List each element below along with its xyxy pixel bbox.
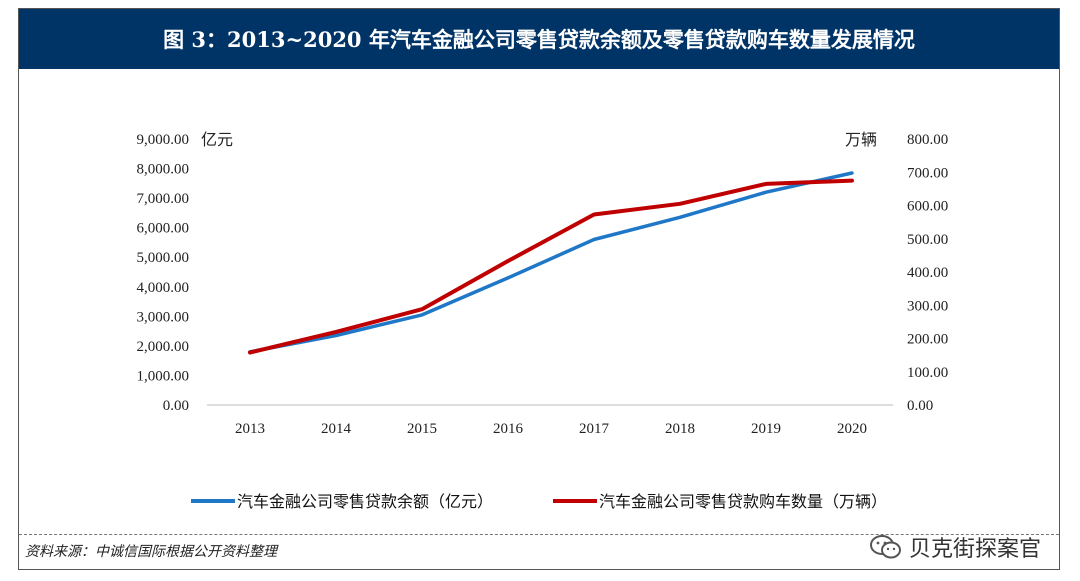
right-tick-label: 0.00	[907, 398, 933, 414]
x-tick-label: 2016	[493, 421, 524, 437]
series-line-vehicles	[248, 178, 854, 355]
x-tick-label: 2015	[407, 421, 437, 437]
watermark: 贝克街探案官	[869, 531, 1041, 563]
x-tick-label: 2017	[579, 421, 610, 437]
left-tick-label: 6,000.00	[137, 221, 190, 237]
right-tick-label: 800.00	[907, 132, 948, 148]
right-axis-unit: 万辆	[845, 130, 877, 149]
left-tick-label: 8,000.00	[137, 162, 190, 178]
right-tick-label: 400.00	[907, 265, 948, 281]
watermark-text: 贝克街探案官	[908, 537, 1041, 562]
x-tick-label: 2013	[235, 421, 265, 437]
right-tick-label: 500.00	[907, 232, 948, 248]
x-tick-label: 2014	[321, 421, 352, 437]
figure-title: 图 3：2013~2020 年汽车金融公司零售贷款余额及零售贷款购车数量发展情况	[19, 9, 1059, 69]
left-tick-label: 7,000.00	[137, 191, 190, 207]
chart-area: 0.00 1,000.00 2,000.00 3,000.00 4,000.00 5,00…	[19, 69, 1059, 539]
x-tick-label: 2020	[837, 421, 867, 437]
left-tick-label: 3,000.00	[137, 309, 190, 325]
left-axis-ticks: 0.00 1,000.00 2,000.00 3,000.00 4,000.00 5,00…	[137, 132, 190, 414]
legend-label-balance: 汽车金融公司零售贷款余额（亿元）	[237, 492, 493, 511]
left-tick-label: 2,000.00	[137, 339, 190, 355]
legend: 汽车金融公司零售贷款余额（亿元） 汽车金融公司零售贷款购车数量（万辆）	[191, 492, 887, 511]
line-chart: 0.00 1,000.00 2,000.00 3,000.00 4,000.00 5,00…	[137, 130, 949, 511]
source-divider	[19, 534, 1059, 535]
left-tick-label: 9,000.00	[137, 132, 190, 148]
right-tick-label: 300.00	[907, 298, 948, 314]
right-tick-label: 100.00	[907, 365, 948, 381]
x-tick-label: 2018	[665, 421, 695, 437]
right-tick-label: 200.00	[907, 332, 948, 348]
legend-label-vehicles: 汽车金融公司零售贷款购车数量（万辆）	[599, 492, 887, 511]
x-axis-ticks: 2013 2014 2015 2016 2017 2018 2019 2020	[235, 421, 867, 437]
left-tick-label: 1,000.00	[137, 368, 190, 384]
source-note: 资料来源：中诚信国际根据公开资料整理	[25, 544, 277, 560]
figure-frame: 图 3：2013~2020 年汽车金融公司零售贷款余额及零售贷款购车数量发展情况…	[18, 8, 1060, 570]
x-tick-label: 2019	[751, 421, 781, 437]
right-tick-label: 600.00	[907, 199, 948, 215]
wechat-icon	[869, 535, 901, 559]
right-tick-label: 700.00	[907, 165, 948, 181]
left-tick-label: 5,000.00	[137, 250, 190, 266]
series-line-balance	[248, 171, 854, 354]
right-axis-ticks: 0.00 100.00 200.00 300.00 400.00 500.00 600.00…	[907, 132, 948, 414]
left-tick-label: 4,000.00	[137, 280, 190, 296]
left-axis-unit: 亿元	[201, 130, 233, 149]
series-lines	[248, 171, 854, 355]
left-tick-label: 0.00	[163, 398, 189, 414]
